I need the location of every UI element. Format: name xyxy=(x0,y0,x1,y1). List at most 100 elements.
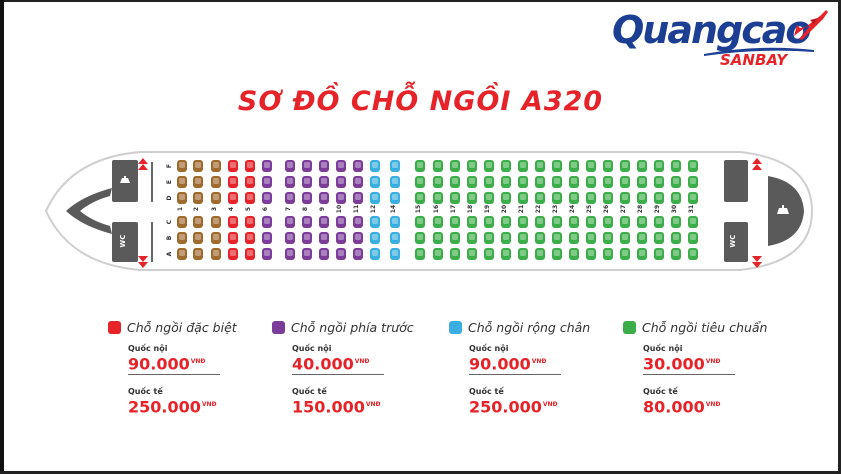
seat-11-D[interactable] xyxy=(353,192,363,204)
seat-7-D[interactable] xyxy=(285,192,295,204)
seat-3-F[interactable] xyxy=(211,160,221,172)
seat-25-B[interactable] xyxy=(586,232,596,244)
seat-29-B[interactable] xyxy=(654,232,664,244)
seat-30-F[interactable] xyxy=(671,160,681,172)
seat-22-A[interactable] xyxy=(535,248,545,260)
seat-22-F[interactable] xyxy=(535,160,545,172)
seat-5-C[interactable] xyxy=(245,216,255,228)
seat-4-A[interactable] xyxy=(228,248,238,260)
seat-18-B[interactable] xyxy=(467,232,477,244)
seat-7-C[interactable] xyxy=(285,216,295,228)
seat-10-D[interactable] xyxy=(336,192,346,204)
seat-2-A[interactable] xyxy=(193,248,203,260)
seat-9-C[interactable] xyxy=(319,216,329,228)
seat-17-C[interactable] xyxy=(450,216,460,228)
seat-5-E[interactable] xyxy=(245,176,255,188)
seat-25-C[interactable] xyxy=(586,216,596,228)
seat-30-B[interactable] xyxy=(671,232,681,244)
seat-26-D[interactable] xyxy=(603,192,613,204)
seat-20-D[interactable] xyxy=(501,192,511,204)
seat-23-A[interactable] xyxy=(552,248,562,260)
seat-21-B[interactable] xyxy=(518,232,528,244)
seat-16-F[interactable] xyxy=(433,160,443,172)
seat-15-E[interactable] xyxy=(415,176,425,188)
seat-7-E[interactable] xyxy=(285,176,295,188)
seat-8-E[interactable] xyxy=(302,176,312,188)
seat-4-D[interactable] xyxy=(228,192,238,204)
seat-10-A[interactable] xyxy=(336,248,346,260)
seat-26-F[interactable] xyxy=(603,160,613,172)
seat-22-C[interactable] xyxy=(535,216,545,228)
seat-22-B[interactable] xyxy=(535,232,545,244)
seat-8-F[interactable] xyxy=(302,160,312,172)
seat-18-E[interactable] xyxy=(467,176,477,188)
seat-31-E[interactable] xyxy=(688,176,698,188)
seat-2-D[interactable] xyxy=(193,192,203,204)
seat-6-A[interactable] xyxy=(262,248,272,260)
seat-23-E[interactable] xyxy=(552,176,562,188)
seat-21-E[interactable] xyxy=(518,176,528,188)
seat-9-F[interactable] xyxy=(319,160,329,172)
seat-6-D[interactable] xyxy=(262,192,272,204)
seat-4-B[interactable] xyxy=(228,232,238,244)
seat-31-D[interactable] xyxy=(688,192,698,204)
seat-27-A[interactable] xyxy=(620,248,630,260)
seat-1-E[interactable] xyxy=(177,176,187,188)
seat-21-A[interactable] xyxy=(518,248,528,260)
seat-28-B[interactable] xyxy=(637,232,647,244)
seat-10-E[interactable] xyxy=(336,176,346,188)
seat-3-C[interactable] xyxy=(211,216,221,228)
seat-28-D[interactable] xyxy=(637,192,647,204)
seat-17-F[interactable] xyxy=(450,160,460,172)
seat-14-B[interactable] xyxy=(390,232,400,244)
seat-7-A[interactable] xyxy=(285,248,295,260)
seat-9-B[interactable] xyxy=(319,232,329,244)
seat-9-E[interactable] xyxy=(319,176,329,188)
seat-1-C[interactable] xyxy=(177,216,187,228)
seat-17-E[interactable] xyxy=(450,176,460,188)
seat-29-D[interactable] xyxy=(654,192,664,204)
seat-17-A[interactable] xyxy=(450,248,460,260)
seat-20-C[interactable] xyxy=(501,216,511,228)
seat-16-E[interactable] xyxy=(433,176,443,188)
seat-5-B[interactable] xyxy=(245,232,255,244)
seat-31-F[interactable] xyxy=(688,160,698,172)
seat-10-B[interactable] xyxy=(336,232,346,244)
seat-30-A[interactable] xyxy=(671,248,681,260)
seat-21-F[interactable] xyxy=(518,160,528,172)
seat-15-F[interactable] xyxy=(415,160,425,172)
seat-8-C[interactable] xyxy=(302,216,312,228)
seat-3-A[interactable] xyxy=(211,248,221,260)
seat-26-B[interactable] xyxy=(603,232,613,244)
seat-28-E[interactable] xyxy=(637,176,647,188)
seat-27-C[interactable] xyxy=(620,216,630,228)
seat-22-D[interactable] xyxy=(535,192,545,204)
seat-17-B[interactable] xyxy=(450,232,460,244)
seat-25-A[interactable] xyxy=(586,248,596,260)
seat-19-E[interactable] xyxy=(484,176,494,188)
seat-5-A[interactable] xyxy=(245,248,255,260)
seat-31-C[interactable] xyxy=(688,216,698,228)
seat-23-C[interactable] xyxy=(552,216,562,228)
seat-15-D[interactable] xyxy=(415,192,425,204)
seat-15-C[interactable] xyxy=(415,216,425,228)
seat-23-D[interactable] xyxy=(552,192,562,204)
seat-11-B[interactable] xyxy=(353,232,363,244)
seat-1-D[interactable] xyxy=(177,192,187,204)
seat-9-D[interactable] xyxy=(319,192,329,204)
seat-8-D[interactable] xyxy=(302,192,312,204)
seat-19-D[interactable] xyxy=(484,192,494,204)
seat-18-D[interactable] xyxy=(467,192,477,204)
seat-8-B[interactable] xyxy=(302,232,312,244)
seat-19-A[interactable] xyxy=(484,248,494,260)
seat-29-F[interactable] xyxy=(654,160,664,172)
seat-10-C[interactable] xyxy=(336,216,346,228)
seat-2-B[interactable] xyxy=(193,232,203,244)
seat-19-B[interactable] xyxy=(484,232,494,244)
seat-28-A[interactable] xyxy=(637,248,647,260)
seat-4-C[interactable] xyxy=(228,216,238,228)
seat-27-E[interactable] xyxy=(620,176,630,188)
seat-11-A[interactable] xyxy=(353,248,363,260)
seat-6-F[interactable] xyxy=(262,160,272,172)
seat-12-C[interactable] xyxy=(370,216,380,228)
